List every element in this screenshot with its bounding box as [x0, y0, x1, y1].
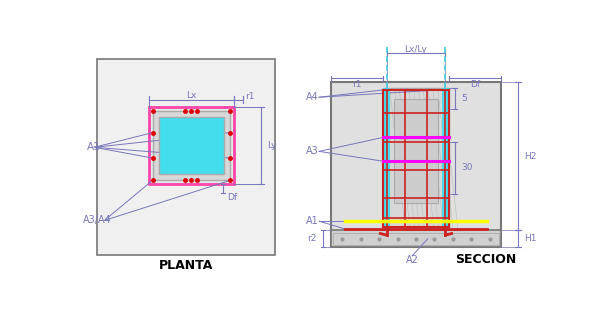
Text: r1: r1 [245, 92, 254, 101]
Text: PLANTA: PLANTA [158, 259, 213, 272]
Text: H1: H1 [524, 234, 537, 243]
Text: A2: A2 [406, 255, 419, 265]
Text: r2: r2 [307, 234, 317, 243]
Text: Ly: Ly [267, 141, 277, 150]
Bar [158, 117, 224, 174]
Bar [97, 59, 275, 255]
Text: 30: 30 [461, 163, 472, 172]
Text: SECCION: SECCION [455, 253, 517, 266]
Text: Lx/Ly: Lx/Ly [404, 45, 427, 54]
Bar [333, 233, 499, 245]
Bar [152, 111, 230, 180]
Bar [383, 88, 449, 229]
Text: 5: 5 [461, 94, 467, 103]
Bar [331, 230, 501, 247]
Bar [331, 82, 501, 247]
Bar [442, 88, 449, 229]
Text: Df: Df [227, 193, 238, 202]
Text: Pilar: Pilar [180, 141, 203, 151]
Text: Lx: Lx [186, 91, 196, 100]
Text: A1: A1 [307, 216, 319, 226]
Bar [394, 99, 438, 203]
Text: r1: r1 [352, 80, 362, 89]
Text: A4: A4 [307, 92, 319, 102]
Bar [149, 107, 234, 184]
Text: Df: Df [470, 80, 480, 89]
Text: A3: A3 [307, 146, 319, 156]
Text: H2: H2 [524, 152, 537, 161]
Bar [383, 88, 389, 229]
Text: A3/A4: A3/A4 [83, 215, 112, 225]
Text: A1: A1 [86, 142, 100, 152]
